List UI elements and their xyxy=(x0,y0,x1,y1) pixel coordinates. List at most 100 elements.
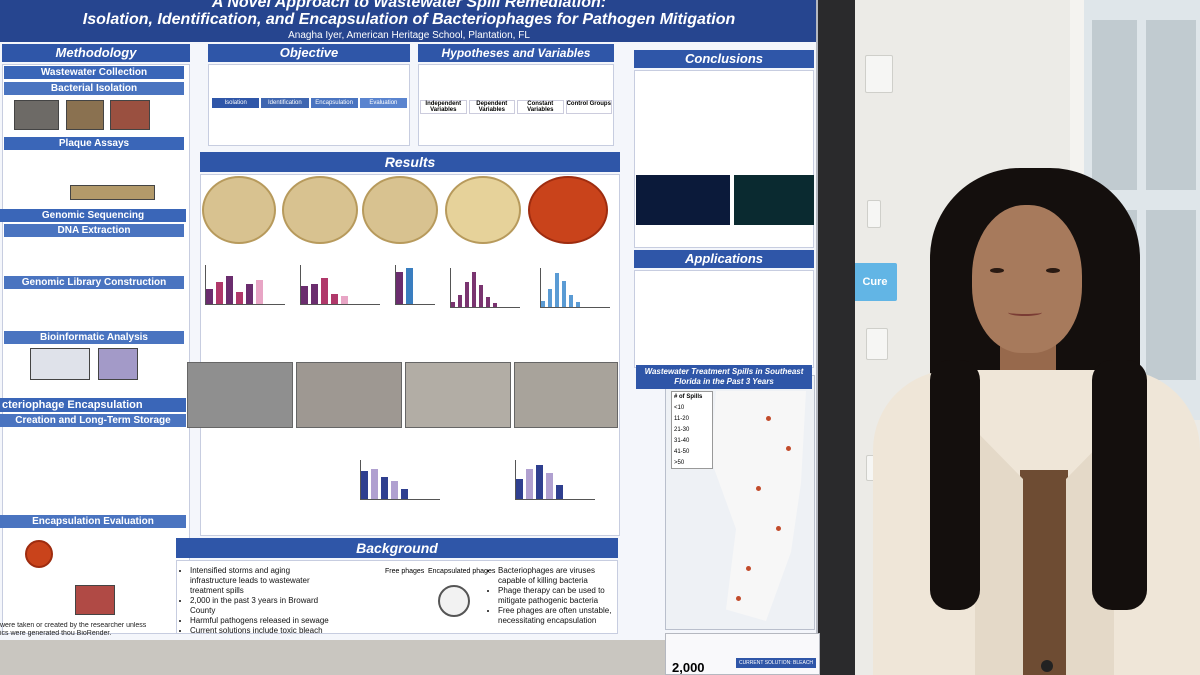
person-top xyxy=(1020,470,1068,675)
card-number: 2,000 xyxy=(672,660,705,675)
sem-micrograph xyxy=(296,362,402,428)
bar-chart-small xyxy=(300,265,380,305)
card-label: CURRENT SOLUTION: BLEACH xyxy=(736,658,816,668)
step-encapsulation: Encapsulation xyxy=(310,98,358,108)
jacket-button xyxy=(1041,660,1053,672)
var-constant: Constant Variables xyxy=(517,100,564,114)
person-hair-left xyxy=(930,360,980,610)
plaque-dish xyxy=(282,176,358,244)
legend-item: 11-20 xyxy=(674,416,689,422)
spill-dot xyxy=(766,416,771,421)
results-header: Results xyxy=(200,152,620,172)
method-photo xyxy=(30,348,90,380)
method-sub-8: Creation and Long-Term Storage xyxy=(0,414,186,427)
summary-card: 2,000 CURRENT SOLUTION: BLEACH xyxy=(665,633,820,675)
method-photo xyxy=(14,100,59,130)
method-sub-1: Bacterial Isolation xyxy=(4,82,184,95)
plaque-dish xyxy=(528,176,608,244)
background-list-left: Intensified storms and aging infrastruct… xyxy=(190,566,330,636)
conclusions-header: Conclusions xyxy=(634,50,814,68)
background-panel xyxy=(176,560,618,634)
var-control: Control Groups xyxy=(565,100,612,114)
fluorescence-image xyxy=(734,175,814,225)
map-title: Wastewater Treatment Spills in Southeast… xyxy=(636,365,812,389)
poster-title-line2: Isolation, Identification, and Encapsula… xyxy=(82,11,736,28)
mouth xyxy=(1008,309,1042,316)
background-header: Background xyxy=(176,538,618,558)
bottom-note-2: were taken or created by the researcher … xyxy=(0,622,147,629)
bar-chart-ph xyxy=(515,460,595,500)
plaque-dish xyxy=(445,176,521,244)
wall-outlet xyxy=(866,328,888,360)
spill-dot xyxy=(746,566,751,571)
background-bullet: 2,000 in the past 3 years in Broward Cou… xyxy=(190,596,330,616)
method-photo xyxy=(70,185,155,200)
legend-title: # of Spills xyxy=(674,394,703,400)
sem-micrograph xyxy=(187,362,293,428)
background-bullet: Free phages are often unstable, necessit… xyxy=(498,606,616,626)
spill-dot xyxy=(736,596,741,601)
spill-dot xyxy=(756,486,761,491)
method-photo xyxy=(75,585,115,615)
background-bullet: Bacteriophages are viruses capable of ki… xyxy=(498,566,616,586)
person-hair-right xyxy=(1092,360,1147,610)
bar-chart-small xyxy=(395,265,435,305)
florida-land xyxy=(711,391,806,621)
applications-panel xyxy=(634,270,814,368)
method-photo xyxy=(110,100,150,130)
wall-thermostat xyxy=(865,55,893,93)
sem-micrograph xyxy=(405,362,511,428)
jacket-lapel xyxy=(975,430,1023,675)
background-bullet: Intensified storms and aging infrastruct… xyxy=(190,566,330,596)
method-sub-9: Encapsulation Evaluation xyxy=(0,515,186,528)
method-photo xyxy=(98,348,138,380)
method-sub-3: Genomic Sequencing xyxy=(0,209,186,222)
legend-item: 21-30 xyxy=(674,427,690,433)
step-identification: Identification xyxy=(261,98,309,108)
var-independent: Independent Variables xyxy=(420,100,467,114)
method-sub-7: cteriophage Encapsulation xyxy=(0,398,186,412)
method-sub-0: Wastewater Collection xyxy=(4,66,184,79)
hypotheses-panel xyxy=(418,64,614,146)
legend-item: <10 xyxy=(674,405,685,411)
capsule-icon xyxy=(438,585,470,617)
applications-header: Applications xyxy=(634,250,814,268)
encapsulated-phages-label: Encapsulated phages xyxy=(428,568,496,575)
fluorescence-image xyxy=(636,175,730,225)
eye xyxy=(1046,268,1060,273)
spill-dot xyxy=(776,526,781,531)
method-sub-6: Bioinformatic Analysis xyxy=(4,331,184,344)
bottom-note: ics were generated thou BioRender. xyxy=(0,630,112,637)
person-face xyxy=(972,205,1082,353)
method-sub-4: DNA Extraction xyxy=(4,224,184,237)
poster-title-banner: A Novel Approach to Wastewater Spill Rem… xyxy=(0,0,816,42)
spill-dot xyxy=(786,446,791,451)
variables-table: Independent Variables Dependent Variable… xyxy=(420,100,612,114)
plaque-dish xyxy=(202,176,276,244)
background-bullet: Phage therapy can be used to mitigate pa… xyxy=(498,586,616,606)
research-poster: A Novel Approach to Wastewater Spill Rem… xyxy=(0,0,818,640)
objective-steps: Isolation Identification Encapsulation E… xyxy=(212,98,407,108)
method-sub-5: Genomic Library Construction xyxy=(4,276,184,289)
poster-title-line1: A Novel Approach to Wastewater Spill Rem… xyxy=(211,0,607,11)
objective-header: Objective xyxy=(208,44,410,62)
plaque-dish xyxy=(362,176,438,244)
free-phages-label: Free phages xyxy=(385,568,425,575)
legend-item: >50 xyxy=(674,460,685,466)
legend-item: 31-40 xyxy=(674,438,690,444)
histogram xyxy=(450,268,520,308)
background-list-right: Bacteriophages are viruses capable of ki… xyxy=(498,566,616,626)
histogram xyxy=(540,268,610,308)
eye xyxy=(990,268,1004,273)
step-evaluation: Evaluation xyxy=(359,98,407,108)
bar-chart-stability xyxy=(360,460,440,500)
background-bullet: Current solutions include toxic bleach xyxy=(190,626,330,636)
var-dependent: Dependent Variables xyxy=(468,100,515,114)
method-sub-2: Plaque Assays xyxy=(4,137,184,150)
background-bullet: Harmful pathogens released in sewage xyxy=(190,616,330,626)
methodology-header: Methodology xyxy=(2,44,190,62)
poster-stand xyxy=(815,0,855,675)
legend-item: 41-50 xyxy=(674,449,690,455)
method-photo xyxy=(66,100,104,130)
